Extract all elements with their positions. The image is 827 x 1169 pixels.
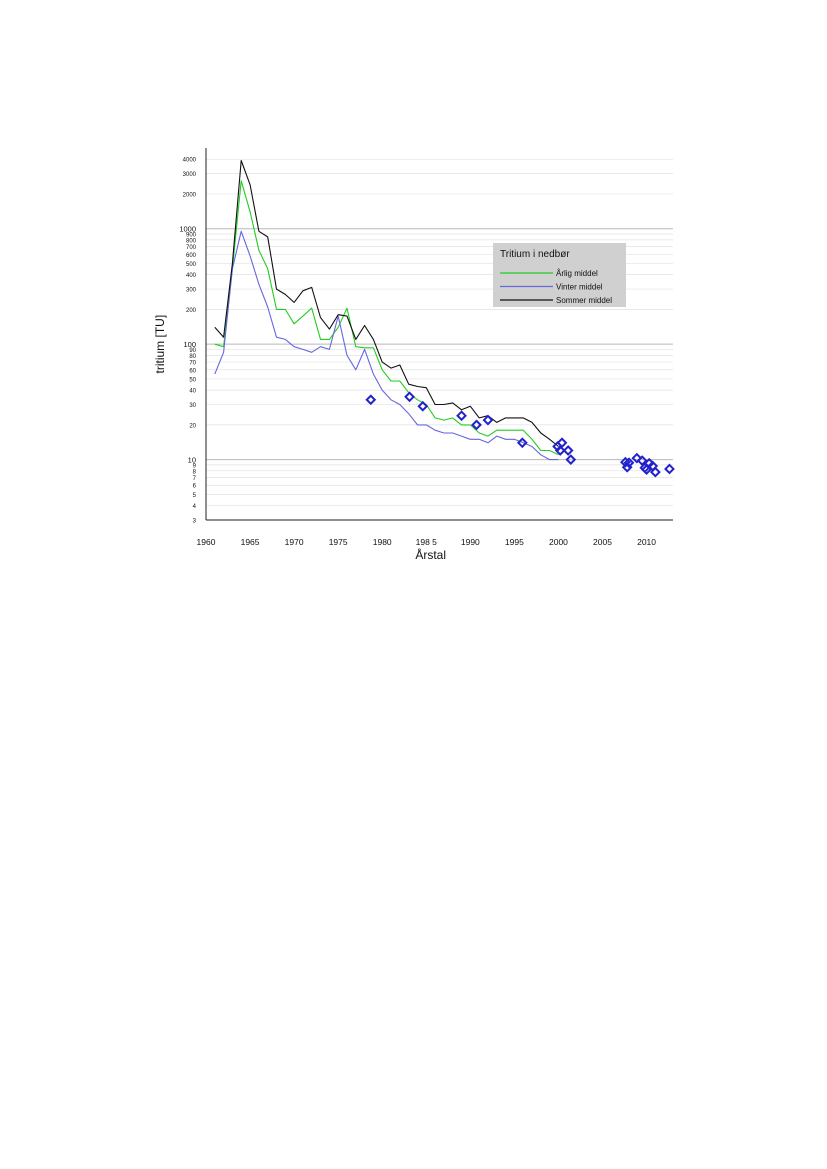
y-tick-label: 60 <box>189 368 196 374</box>
data-point-diamond <box>649 466 661 478</box>
y-tick-label: 4000 <box>183 158 197 164</box>
data-point-diamond <box>456 410 467 422</box>
y-tick-label: 500 <box>186 262 197 268</box>
legend-label: Vinter middel <box>556 283 603 292</box>
data-point-diamond <box>471 419 482 431</box>
y-tick-label: 20 <box>189 423 196 429</box>
y-tick-label: 600 <box>186 253 197 259</box>
y-tick-label: 40 <box>189 389 196 395</box>
tritium-chart: 3 4 5 6 7 8 9 10 20 30 40 50 60 70 80 90 100 200 300 400 500… <box>150 140 690 570</box>
y-tick-label: 2000 <box>183 192 197 198</box>
x-tick-label: 1995 <box>505 537 524 547</box>
series-line <box>214 230 559 461</box>
y-tick-label: 70 <box>189 361 196 367</box>
y-tick-label: 5 <box>193 493 197 499</box>
y-tick-label: 3000 <box>183 172 197 178</box>
x-tick-label: 198 5 <box>416 537 438 547</box>
y-tick-label: 7 <box>193 476 197 482</box>
legend-title: Tritium i nedbør <box>500 249 570 260</box>
data-point-diamond <box>636 455 648 467</box>
y-tick-label: 8 <box>193 469 197 475</box>
data-point-diamond <box>417 400 429 412</box>
x-tick-label: 1960 <box>197 537 216 547</box>
data-point-diamond <box>565 454 577 466</box>
y-tick-label: 300 <box>186 288 197 294</box>
data-point-diamond <box>562 445 574 456</box>
x-tick-label: 2005 <box>593 537 612 547</box>
legend-label: Årlig middel <box>556 269 598 278</box>
y-tick-label: 900 <box>186 232 197 238</box>
x-tick-label: 1970 <box>285 537 304 547</box>
data-point-diamond <box>631 452 643 464</box>
x-tick-label: 1975 <box>329 537 348 547</box>
y-tick-label: 700 <box>186 245 197 251</box>
data-point-diamond <box>365 394 377 406</box>
data-point-diamond <box>556 437 568 449</box>
y-tick-label: 800 <box>186 238 197 244</box>
series-line <box>214 159 559 447</box>
data-point-diamond <box>664 463 675 475</box>
y-tick-label: 90 <box>189 348 196 354</box>
x-tick-label: 1980 <box>373 537 392 547</box>
y-tick-label: 400 <box>186 273 197 279</box>
legend-label: Sommer middel <box>556 296 612 305</box>
x-tick-label: 2010 <box>637 537 656 547</box>
y-tick-label: 6 <box>193 484 197 490</box>
data-point-diamond <box>623 457 635 469</box>
y-tick-label: 200 <box>186 308 197 314</box>
data-point-diamond <box>516 437 528 449</box>
legend-box <box>493 243 626 307</box>
y-tick-label: 10 <box>188 456 196 465</box>
x-tick-label: 2000 <box>549 537 568 547</box>
y-axis-title: tritium [TU] <box>153 315 167 374</box>
data-point-diamond <box>554 445 566 456</box>
y-tick-label: 50 <box>189 377 196 383</box>
y-tick-label: 3 <box>193 519 197 525</box>
x-tick-label: 1965 <box>241 537 260 547</box>
plot-area <box>206 148 673 520</box>
y-tick-label: 9 <box>193 463 197 469</box>
data-point-diamond <box>482 414 494 426</box>
y-tick-label: 1000 <box>179 225 196 234</box>
y-tick-label: 4 <box>193 504 197 510</box>
x-axis-title: Årstal <box>415 547 446 562</box>
data-point-diamond <box>404 391 415 403</box>
y-tick-label: 100 <box>183 340 196 349</box>
y-tick-label: 30 <box>189 403 196 409</box>
y-tick-label: 80 <box>189 354 196 360</box>
series-line <box>214 180 559 456</box>
x-tick-label: 1990 <box>461 537 480 547</box>
